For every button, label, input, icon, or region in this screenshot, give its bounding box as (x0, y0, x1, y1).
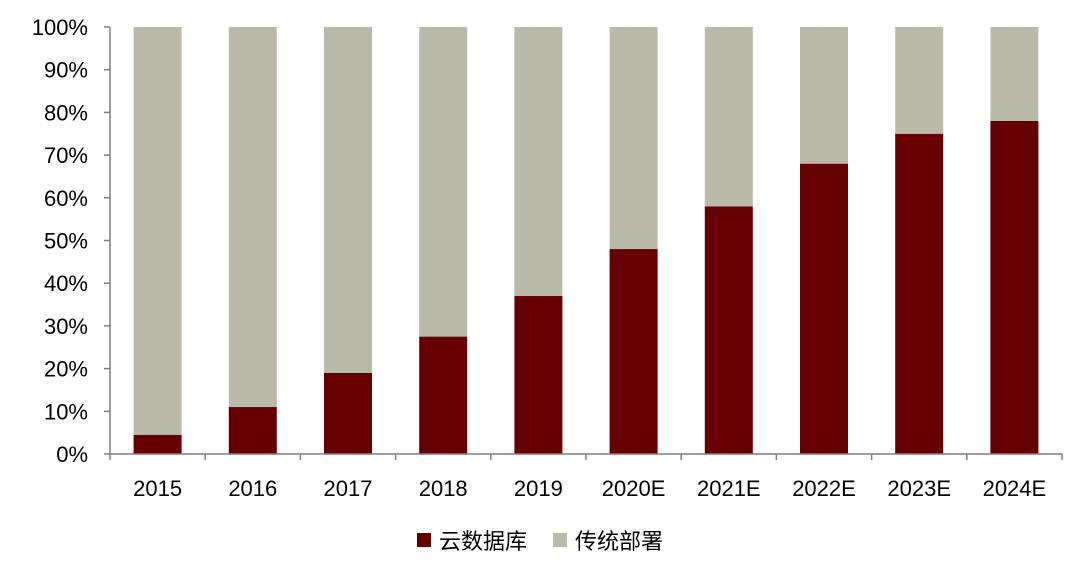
bar-traditional-2018 (419, 27, 468, 337)
y-tick-label: 0% (56, 442, 88, 467)
x-tick-label: 2018 (419, 476, 468, 501)
x-tick-label: 2022E (792, 476, 856, 501)
bar-traditional-2021E (704, 27, 753, 207)
y-tick-labels: 0% 10% 20% 30% 40% 50% 60% 70% 80% 90% 100% (32, 15, 88, 467)
y-tick-label: 40% (44, 271, 88, 296)
axes-layer (104, 26, 1063, 460)
x-tick-label: 2021E (697, 476, 761, 501)
bar-cloud-db-2017 (324, 372, 372, 454)
bar-traditional-2016 (228, 27, 277, 408)
x-tick-label: 2017 (324, 476, 373, 501)
legend: 云数据库 传统部署 (0, 520, 1080, 560)
legend-swatch-cloud-db (416, 533, 431, 547)
y-tick-label: 20% (44, 357, 88, 382)
bar-traditional-2023E (895, 27, 944, 134)
legend-swatch-traditional (553, 533, 567, 547)
legend-item-cloud-db: 云数据库 (416, 524, 527, 556)
y-tick-label: 90% (44, 58, 88, 83)
legend-label-traditional: 传统部署 (575, 530, 664, 555)
y-tick-label: 80% (44, 100, 88, 125)
bars-layer (133, 27, 1039, 454)
bar-traditional-2024E (990, 27, 1039, 121)
bar-cloud-db-2020E (609, 249, 658, 454)
y-tick-label: 70% (44, 143, 88, 168)
bar-cloud-db-2024E (990, 120, 1039, 454)
stacked-bar-chart: 0%10%20%30%40%50%60%70%80%90%100% 2015 20… (32, 15, 1063, 501)
x-tick-label: 2024E (983, 476, 1047, 501)
y-tick-label: 10% (44, 399, 88, 424)
x-tick-label: 2016 (228, 476, 277, 501)
y-tick-label: 60% (44, 186, 88, 211)
x-tick-label: 2023E (887, 476, 951, 501)
bar-cloud-db-2023E (895, 133, 944, 454)
bar-traditional-2015 (133, 27, 182, 435)
legend-label-cloud-db: 云数据库 (438, 530, 527, 555)
bar-traditional-2022E (800, 27, 848, 164)
bar-cloud-db-2021E (704, 206, 753, 454)
x-tick-label: 2019 (514, 476, 563, 501)
x-tick-label: 2020E (602, 476, 666, 501)
y-tick-label: 50% (44, 229, 88, 254)
x-tick-label: 2015 (133, 476, 182, 501)
bar-traditional-2020E (609, 27, 658, 250)
bar-cloud-db-2015 (133, 434, 182, 454)
bar-cloud-db-2019 (514, 296, 563, 454)
y-tick-label: 100% (32, 15, 88, 40)
bar-traditional-2017 (324, 27, 372, 373)
bar-cloud-db-2018 (419, 336, 468, 454)
y-tick-label: 30% (44, 314, 88, 339)
bar-cloud-db-2022E (800, 163, 848, 454)
bar-cloud-db-2016 (228, 407, 277, 454)
bar-traditional-2019 (514, 27, 563, 297)
x-tick-labels: 2015 2016 2017 2018 2019 2020E 2021E 2022E 2023E… (133, 476, 1046, 501)
legend-item-traditional: 传统部署 (553, 524, 663, 556)
